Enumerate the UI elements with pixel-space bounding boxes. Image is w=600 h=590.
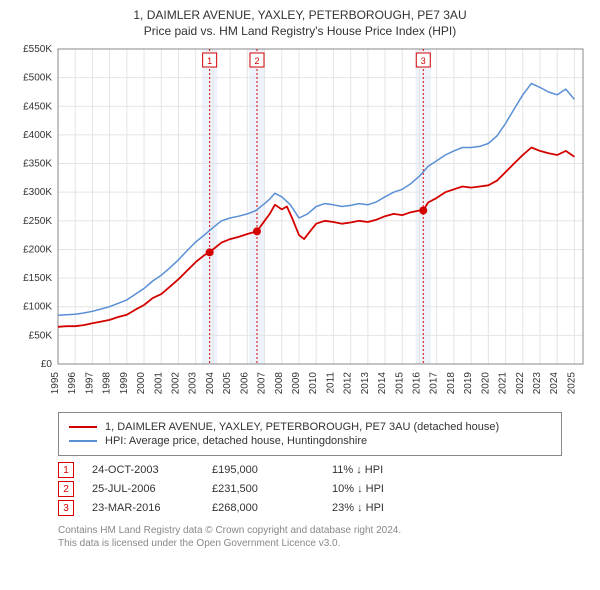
svg-text:£250K: £250K	[23, 216, 52, 227]
sale-delta: 10% ↓ HPI	[332, 483, 452, 495]
sale-price: £231,500	[212, 483, 332, 495]
svg-text:2: 2	[254, 56, 259, 66]
svg-text:2018: 2018	[446, 372, 457, 395]
svg-text:2014: 2014	[377, 372, 388, 395]
legend-swatch	[69, 426, 97, 428]
footer-line1: Contains HM Land Registry data © Crown c…	[58, 524, 562, 537]
svg-text:2012: 2012	[343, 372, 354, 395]
svg-text:2025: 2025	[566, 372, 577, 395]
svg-text:2011: 2011	[325, 372, 336, 394]
svg-text:1997: 1997	[84, 372, 95, 395]
svg-text:3: 3	[421, 56, 426, 66]
legend-box: 1, DAIMLER AVENUE, YAXLEY, PETERBOROUGH,…	[58, 412, 562, 456]
legend-label: HPI: Average price, detached house, Hunt…	[105, 435, 367, 447]
sale-date: 24-OCT-2003	[92, 464, 212, 476]
svg-text:2002: 2002	[170, 372, 181, 395]
sales-table: 1 24-OCT-2003£195,00011% ↓ HPI 2 25-JUL-200…	[58, 462, 562, 516]
svg-text:£200K: £200K	[23, 244, 52, 255]
svg-text:2016: 2016	[411, 372, 422, 395]
svg-text:2013: 2013	[360, 372, 371, 395]
svg-text:£100K: £100K	[23, 302, 52, 313]
footer-line2: This data is licensed under the Open Gov…	[58, 537, 562, 550]
svg-text:2023: 2023	[532, 372, 543, 395]
svg-text:£0: £0	[41, 359, 53, 370]
price-chart: £0 £50K £100K £150K £200K £250K £300K £350K £400…	[8, 44, 592, 404]
svg-text:2024: 2024	[549, 372, 560, 395]
svg-text:2008: 2008	[274, 372, 285, 395]
svg-text:£300K: £300K	[23, 187, 52, 198]
svg-text:2022: 2022	[515, 372, 526, 395]
legend-swatch	[69, 440, 97, 442]
svg-text:1999: 1999	[119, 372, 130, 395]
sale-marker-box: 2	[58, 481, 74, 497]
svg-text:£50K: £50K	[29, 330, 53, 341]
svg-text:£350K: £350K	[23, 159, 52, 170]
svg-text:1995: 1995	[50, 372, 61, 395]
sale-price: £195,000	[212, 464, 332, 476]
svg-text:2009: 2009	[291, 372, 302, 395]
svg-text:£150K: £150K	[23, 273, 52, 284]
sale-price: £268,000	[212, 502, 332, 514]
legend-row: 1, DAIMLER AVENUE, YAXLEY, PETERBOROUGH,…	[69, 421, 551, 433]
legend-label: 1, DAIMLER AVENUE, YAXLEY, PETERBOROUGH,…	[105, 421, 499, 433]
svg-text:2017: 2017	[429, 372, 440, 395]
svg-text:£400K: £400K	[23, 130, 52, 141]
svg-text:2005: 2005	[222, 372, 233, 395]
footer-note: Contains HM Land Registry data © Crown c…	[58, 524, 562, 550]
svg-text:2010: 2010	[308, 372, 319, 395]
sale-marker-box: 1	[58, 462, 74, 478]
svg-text:£550K: £550K	[23, 44, 52, 55]
sale-row: 1 24-OCT-2003£195,00011% ↓ HPI	[58, 462, 562, 478]
svg-text:2004: 2004	[205, 372, 216, 395]
svg-text:2003: 2003	[188, 372, 199, 395]
sale-delta: 23% ↓ HPI	[332, 502, 452, 514]
chart-title-block: 1, DAIMLER AVENUE, YAXLEY, PETERBOROUGH,…	[8, 8, 592, 38]
svg-text:2006: 2006	[239, 372, 250, 395]
sale-delta: 11% ↓ HPI	[332, 464, 452, 476]
svg-text:2001: 2001	[153, 372, 164, 395]
legend-row: HPI: Average price, detached house, Hunt…	[69, 435, 551, 447]
svg-text:2019: 2019	[463, 372, 474, 395]
sale-row: 2 25-JUL-2006£231,50010% ↓ HPI	[58, 481, 562, 497]
svg-text:1998: 1998	[102, 372, 113, 395]
title-line1: 1, DAIMLER AVENUE, YAXLEY, PETERBOROUGH,…	[8, 8, 592, 22]
svg-text:2021: 2021	[498, 372, 509, 395]
svg-text:£450K: £450K	[23, 101, 52, 112]
svg-text:1: 1	[207, 56, 212, 66]
svg-text:2015: 2015	[394, 372, 405, 395]
sale-marker-box: 3	[58, 500, 74, 516]
sale-row: 3 23-MAR-2016£268,00023% ↓ HPI	[58, 500, 562, 516]
svg-text:2007: 2007	[257, 372, 268, 395]
sale-date: 23-MAR-2016	[92, 502, 212, 514]
sale-date: 25-JUL-2006	[92, 483, 212, 495]
svg-text:2020: 2020	[480, 372, 491, 395]
svg-text:£500K: £500K	[23, 73, 52, 84]
chart-svg: £0 £50K £100K £150K £200K £250K £300K £350K £400…	[8, 44, 592, 404]
title-line2: Price paid vs. HM Land Registry's House …	[8, 24, 592, 38]
svg-text:2000: 2000	[136, 372, 147, 395]
svg-text:1996: 1996	[67, 372, 78, 395]
